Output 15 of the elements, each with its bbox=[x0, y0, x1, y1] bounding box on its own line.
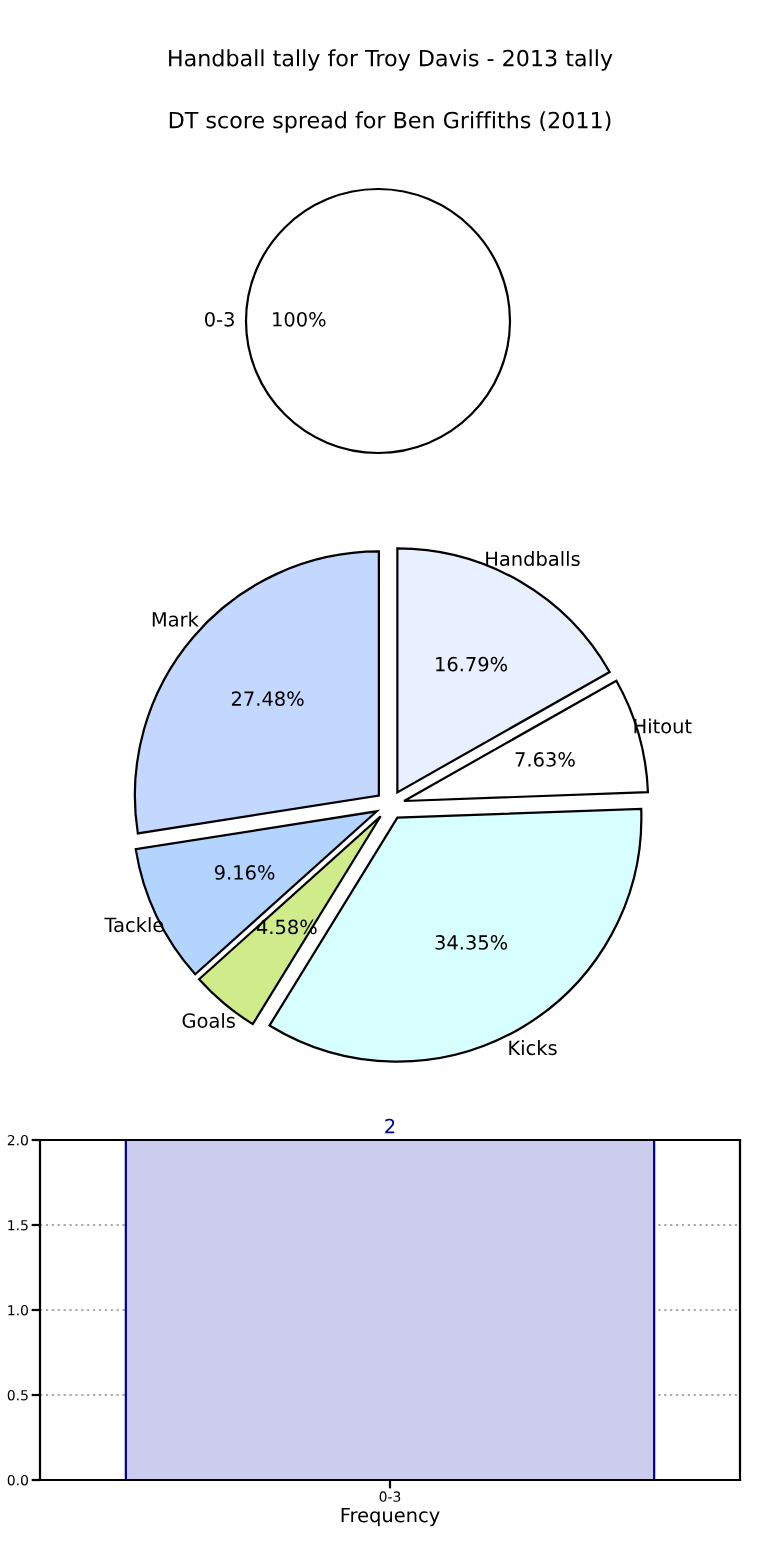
data-label: 100% bbox=[273, 311, 326, 327]
x-axis-title: Frequency bbox=[341, 1507, 440, 1527]
chart-title: DT score spread for Ben Griffiths (2011) bbox=[169, 111, 611, 133]
data-label: 7.63% bbox=[515, 752, 575, 767]
slice-label: Goals bbox=[182, 1012, 235, 1028]
data-label: 34.35% bbox=[435, 935, 508, 950]
chart-title: Handball tally for Troy Davis - 2013 tally bbox=[169, 49, 613, 71]
data-label: 2 bbox=[385, 1118, 395, 1134]
data-label: 9.16% bbox=[214, 865, 275, 880]
slice-label: 0-3 bbox=[205, 311, 234, 327]
data-label: 27.48% bbox=[231, 691, 304, 706]
slice-label: Kicks bbox=[509, 1040, 557, 1056]
slice-label: Mark bbox=[152, 611, 199, 627]
slice-label: Handballs bbox=[486, 551, 580, 567]
data-label: 16.79% bbox=[436, 656, 508, 672]
